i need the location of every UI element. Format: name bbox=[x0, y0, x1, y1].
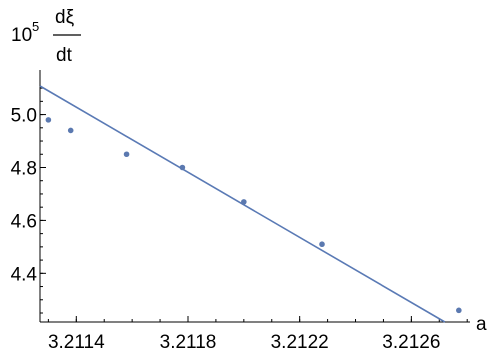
x-axis-label: a bbox=[476, 314, 487, 335]
y-label-denominator: dt bbox=[56, 45, 73, 66]
y-tick-label: 4.4 bbox=[11, 264, 38, 285]
data-point bbox=[123, 151, 130, 158]
y-label-numerator: dξ bbox=[55, 7, 75, 28]
data-point bbox=[241, 199, 247, 205]
data-point bbox=[67, 127, 74, 134]
data-point bbox=[179, 164, 186, 171]
x-tick-label: 3.2122 bbox=[271, 332, 329, 353]
y-tick-label: 5.0 bbox=[11, 106, 37, 127]
x-tick-label: 3.2118 bbox=[160, 332, 217, 353]
data-point bbox=[456, 307, 462, 314]
x-tick-label: 3.2114 bbox=[48, 332, 105, 353]
y-tick-label: 4.6 bbox=[11, 211, 37, 232]
y-axis-label: 10 5 dξ dt bbox=[11, 7, 81, 66]
y-ticks: 4.4 4.6 4.8 5.0 bbox=[11, 87, 46, 314]
y-label-factor: 10 bbox=[11, 25, 32, 46]
y-label-exponent: 5 bbox=[32, 19, 39, 34]
data-point bbox=[319, 241, 325, 248]
y-tick-label: 4.8 bbox=[11, 158, 37, 179]
series bbox=[39, 85, 462, 323]
x-ticks: 3.2114 3.2118 3.2122 3.2126 bbox=[47, 316, 468, 353]
x-tick-label: 3.2126 bbox=[382, 332, 440, 353]
data-point bbox=[45, 117, 52, 123]
